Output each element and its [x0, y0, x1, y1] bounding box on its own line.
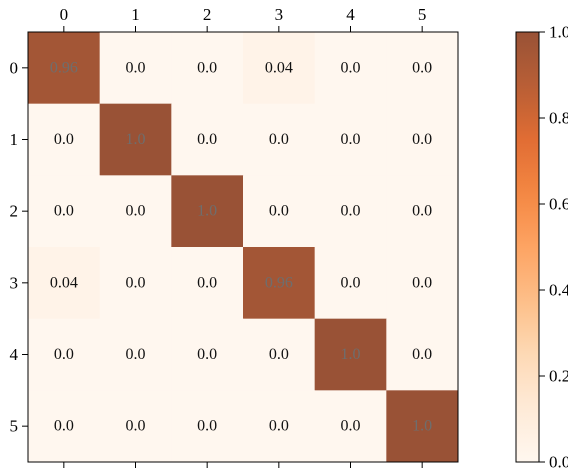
cell-value-label: 0.0: [54, 131, 74, 148]
x-tick-label: 1: [131, 5, 140, 24]
cell-value-label: 0.0: [412, 131, 432, 148]
cell-value-label: 0.0: [197, 131, 217, 148]
heatmap-cell: [99, 247, 172, 320]
y-tick-label: 1: [10, 130, 19, 149]
heatmap-cell: [171, 103, 244, 176]
cell-value-label: 0.04: [50, 274, 78, 291]
cell-value-label: 1.0: [197, 203, 217, 220]
heatmap-cell: [99, 32, 172, 105]
x-axis-ticks: 0 1 2 3 4 5: [60, 5, 427, 468]
cell-value-label: 0.0: [126, 418, 146, 435]
cell-value-label: 0.0: [412, 274, 432, 291]
colorbar-tick-label: 0.0: [549, 453, 568, 468]
heatmap-cell: [171, 390, 244, 463]
cell-value-label: 0.0: [54, 418, 74, 435]
heatmap-cell: [243, 32, 316, 105]
heatmap-cell: [28, 247, 101, 320]
y-tick-label: 0: [10, 58, 19, 77]
heatmap-cell: [99, 175, 172, 248]
heatmap-cell: [243, 318, 316, 391]
heatmap-cell: [99, 103, 172, 176]
cell-value-label: 0.0: [341, 59, 361, 76]
cell-value-label: 0.0: [126, 203, 146, 220]
cell-value-label: 0.0: [269, 131, 289, 148]
cell-value-label: 0.96: [50, 59, 78, 76]
cell-value-label: 0.0: [341, 274, 361, 291]
heatmap-cell: [243, 175, 316, 248]
heatmap-cell: [386, 32, 459, 105]
x-tick-label: 5: [418, 5, 427, 24]
cell-value-label: 0.0: [341, 131, 361, 148]
cell-value-label: 0.0: [341, 203, 361, 220]
colorbar-tick-label: 1.0: [549, 23, 568, 42]
heatmap-cell: [314, 175, 387, 248]
cell-value-label: 1.0: [412, 418, 432, 435]
cell-value-label: 0.0: [412, 59, 432, 76]
colorbar-frame: [515, 31, 540, 463]
y-tick-label: 3: [10, 273, 19, 292]
cell-value-label: 0.0: [126, 59, 146, 76]
cell-value-label: 0.0: [197, 418, 217, 435]
colorbar-gradient: [516, 32, 539, 462]
heatmap-cells: 0.96 0.0 0.0 0.04 0.0 0.0 0.0 1.0 0.0 0.0 0.0 0.0 0.…: [28, 32, 459, 463]
heatmap-cell: [314, 247, 387, 320]
cell-value-label: 0.0: [197, 274, 217, 291]
cell-value-label: 0.0: [269, 203, 289, 220]
y-axis-ticks: 0 1 2 3 4 5: [10, 58, 28, 436]
heatmap-cell: [386, 103, 459, 176]
x-tick-label: 3: [275, 5, 284, 24]
heatmap-cell: [243, 390, 316, 463]
colorbar-tick-label: 0.2: [549, 367, 568, 386]
heatmap-cell: [386, 318, 459, 391]
heatmap-cell: [314, 32, 387, 105]
colorbar-tick-label: 0.6: [549, 195, 568, 214]
x-tick-label: 4: [346, 5, 355, 24]
cell-value-label: 0.0: [197, 59, 217, 76]
heatmap-cell: [314, 103, 387, 176]
cell-value-label: 1.0: [126, 131, 146, 148]
heatmap-cell: [28, 390, 101, 463]
heatmap-cell: [314, 318, 387, 391]
plot-frame: [27, 31, 459, 463]
heatmap-cell: [171, 175, 244, 248]
heatmap-cell: [243, 103, 316, 176]
colorbar-tick-label: 0.4: [549, 281, 568, 300]
heatmap-cell: [171, 32, 244, 105]
cell-value-label: 0.0: [412, 346, 432, 363]
heatmap-cell: [28, 318, 101, 391]
heatmap-cell: [99, 318, 172, 391]
heatmap-cell: [28, 175, 101, 248]
heatmap-cell: [386, 390, 459, 463]
heatmap-cell: [28, 32, 101, 105]
heatmap-cell: [171, 247, 244, 320]
y-tick-label: 5: [10, 417, 19, 436]
cell-value-label: 1.0: [341, 346, 361, 363]
cell-value-label: 0.96: [265, 274, 293, 291]
y-tick-label: 4: [10, 345, 19, 364]
heatmap-cell: [386, 247, 459, 320]
cell-value-label: 0.0: [269, 418, 289, 435]
cell-value-label: 0.0: [126, 274, 146, 291]
x-tick-label: 0: [60, 5, 69, 24]
cell-value-label: 0.0: [341, 418, 361, 435]
cell-value-label: 0.0: [54, 346, 74, 363]
y-tick-label: 2: [10, 202, 19, 221]
heatmap-cell: [314, 390, 387, 463]
colorbar-ticks: 0.0 0.2 0.4 0.6 0.8 1.0: [539, 23, 568, 468]
heatmap-cell: [386, 175, 459, 248]
cell-value-label: 0.0: [54, 203, 74, 220]
cell-value-label: 0.0: [269, 346, 289, 363]
x-tick-label: 2: [203, 5, 212, 24]
colorbar: 0.0 0.2 0.4 0.6 0.8 1.0: [515, 23, 568, 468]
heatmap-cell: [243, 247, 316, 320]
cell-value-label: 0.0: [412, 203, 432, 220]
heatmap-cell: [28, 103, 101, 176]
colorbar-tick-label: 0.8: [549, 109, 568, 128]
cell-value-label: 0.0: [126, 346, 146, 363]
cell-value-label: 0.04: [265, 59, 293, 76]
heatmap-cell: [171, 318, 244, 391]
heatmap-cell: [99, 390, 172, 463]
cell-value-label: 0.0: [197, 346, 217, 363]
